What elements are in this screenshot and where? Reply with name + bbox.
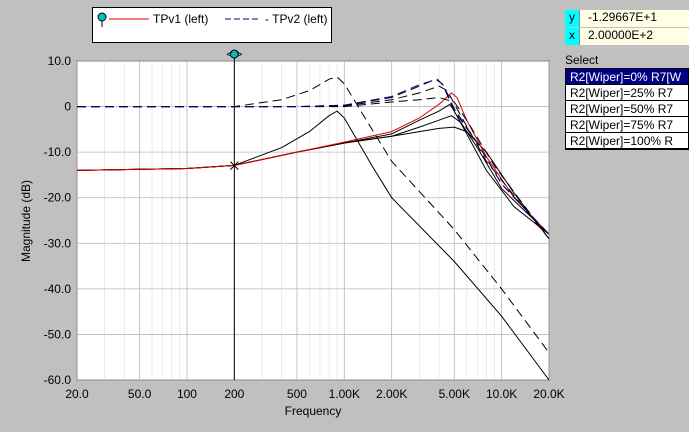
x-tick-label: 500	[287, 387, 307, 401]
series-tpv1-curve-3	[76, 126, 550, 240]
series-tpv2-curve-9	[77, 78, 550, 235]
x-tick-label: 10.0K	[486, 387, 517, 401]
plot-series	[76, 76, 550, 381]
legend: TPv1 (left) - TPv2 (left)	[92, 7, 332, 43]
select-option-0[interactable]: R2[Wiper]=0% R7[W	[566, 69, 688, 85]
series-tpv2-curve-6	[77, 78, 550, 235]
x-axis-label: Frequency	[285, 404, 342, 418]
select-listbox[interactable]: R2[Wiper]=0% R7[W R2[Wiper]=25% R7 R2[Wi…	[565, 68, 689, 150]
select-option-4[interactable]: R2[Wiper]=100% R	[566, 133, 688, 149]
select-option-3[interactable]: R2[Wiper]=75% R7	[566, 117, 688, 133]
x-tick-label: 1.00K	[329, 387, 360, 401]
series-tpv1-curve-4	[76, 92, 550, 235]
cursor-handle-icon	[229, 49, 239, 59]
series-tpv2-curve-5	[77, 76, 550, 353]
y-tick-label: 10.0	[48, 54, 72, 68]
x-tick-label: 5.00K	[439, 387, 470, 401]
x-tick-label: 2.00K	[376, 387, 407, 401]
x-tick-label: 20.0K	[533, 387, 564, 401]
legend-line-tpv2	[225, 18, 259, 20]
x-tick-label: 20.0	[65, 387, 89, 401]
plot-grid	[76, 60, 550, 381]
y-value: -1.29667E+1	[579, 10, 689, 27]
y-axis-label: Magnitude (dB)	[19, 180, 33, 262]
y-tick-label: -50.0	[44, 327, 72, 341]
y-tick-label: -20.0	[44, 191, 72, 205]
legend-label-tpv1: TPv1 (left)	[153, 12, 209, 26]
series-tpv1-curve-1	[76, 103, 550, 235]
series-tpv1-curve-0	[76, 110, 550, 381]
series-tpv1-curve-2	[76, 115, 550, 235]
select-option-2[interactable]: R2[Wiper]=50% R7	[566, 101, 688, 117]
x-tick-label: 50.0	[128, 387, 152, 401]
y-tick-label: 0	[64, 100, 71, 114]
select-option-1[interactable]: R2[Wiper]=25% R7	[566, 85, 688, 101]
cursor-marker-label: < >	[226, 49, 242, 61]
legend-label-tpv2: - TPv2 (left)	[265, 12, 328, 26]
series-tpv2-curve-7	[77, 85, 550, 240]
select-label: Select	[565, 53, 599, 67]
cursor-readout: y -1.29667E+1 x 2.00000E+2	[565, 10, 689, 46]
y-tick-label: -60.0	[44, 373, 72, 387]
pin-icon	[97, 12, 149, 27]
axis-ticks: 10.0 0 -10.0 -20.0 -30.0 -40.0 -50.0 -60.020.0 5…	[44, 54, 565, 401]
series-tpv2-curve-8	[77, 96, 550, 239]
y-label: y	[565, 10, 579, 27]
cursor-crosshair-icon	[229, 161, 239, 171]
x-tick-label: 100	[177, 387, 197, 401]
x-label: x	[565, 28, 579, 45]
y-tick-label: -30.0	[44, 236, 72, 250]
x-value: 2.00000E+2	[579, 28, 689, 45]
legend-item-tpv1[interactable]: TPv1 (left)	[93, 11, 331, 27]
plot-cursor: < >	[226, 49, 242, 380]
y-tick-label: -10.0	[44, 145, 72, 159]
x-tick-label: 200	[224, 387, 244, 401]
plot-area	[76, 60, 550, 381]
y-tick-label: -40.0	[44, 282, 72, 296]
